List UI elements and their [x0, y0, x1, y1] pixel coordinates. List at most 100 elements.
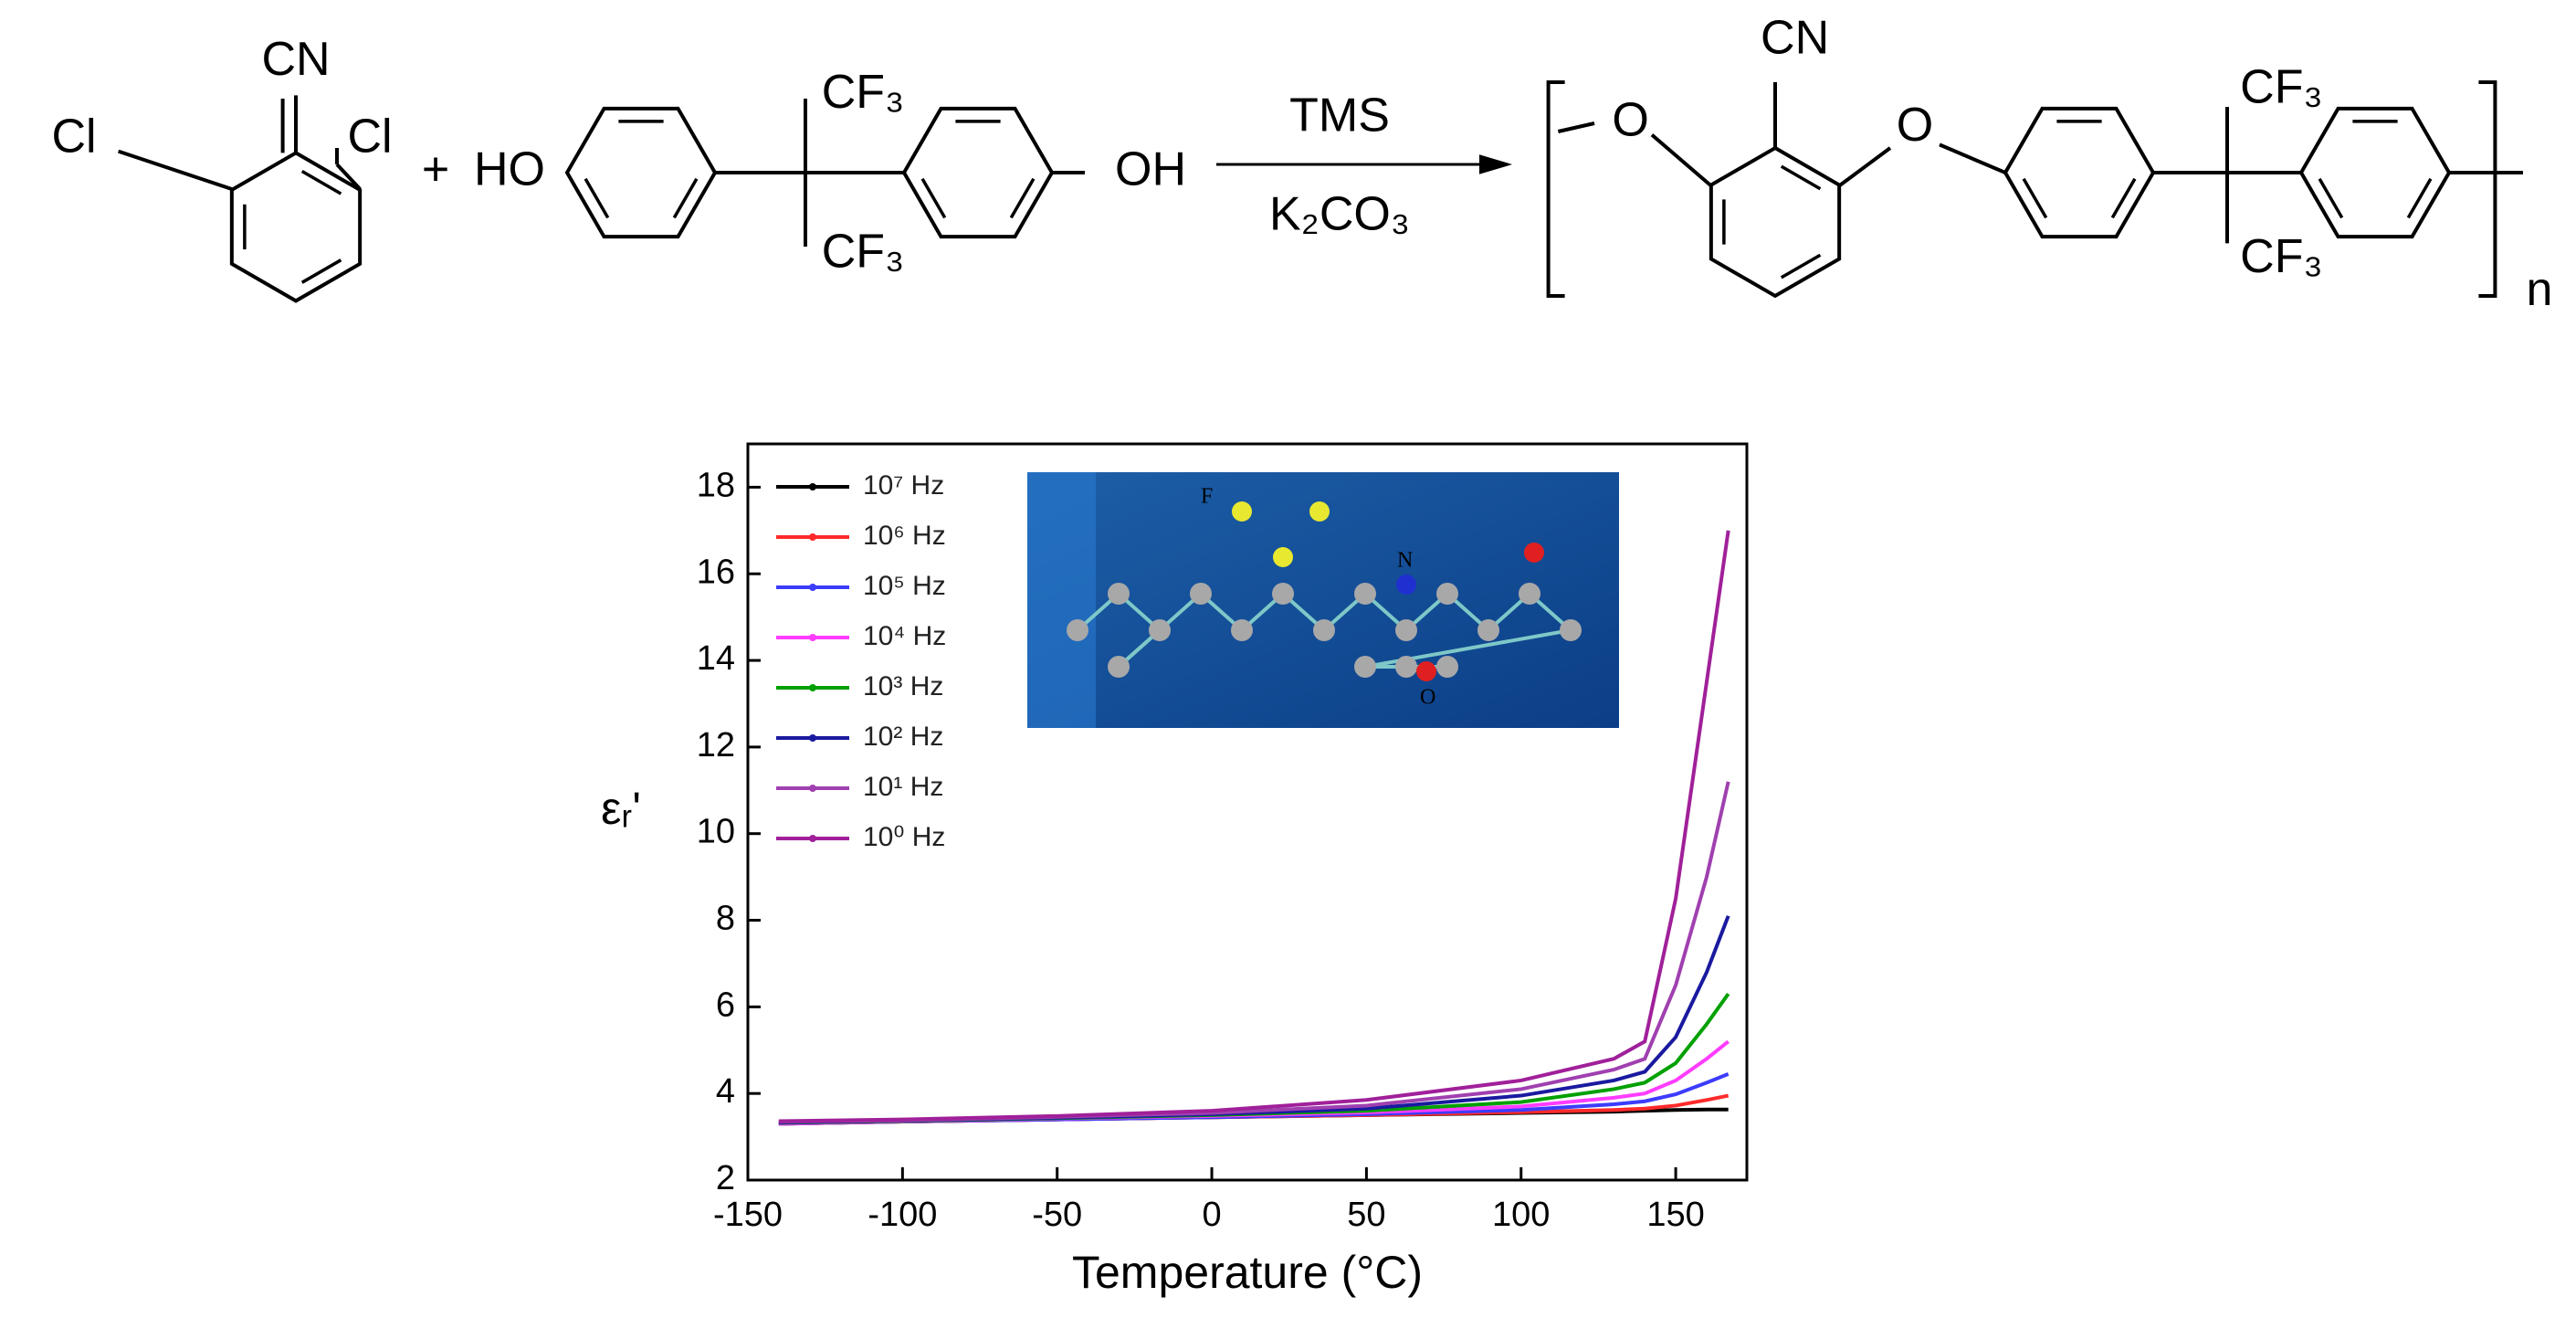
legend-marker [809, 684, 816, 691]
x-tick-label: 100 [1492, 1196, 1550, 1234]
scheme-label: O [1897, 99, 1933, 152]
legend-marker [809, 734, 816, 742]
inset-atom [1190, 583, 1212, 605]
inset-atom [1108, 656, 1130, 678]
x-tick-label: 50 [1347, 1196, 1385, 1234]
bond [1650, 133, 1713, 187]
scheme-label: CF₃ [822, 226, 905, 279]
y-tick-label: 16 [697, 553, 735, 591]
bond [2318, 177, 2344, 219]
bond [2110, 177, 2137, 219]
inset-atom [1436, 583, 1458, 605]
bond [2406, 177, 2433, 219]
bond [1838, 146, 1892, 188]
scheme-label: CF₃ [2240, 61, 2323, 114]
benzene-ring [901, 106, 1055, 239]
inset-atom [1309, 501, 1330, 522]
inset-edge [1027, 472, 1096, 728]
inset-label: N [1397, 549, 1413, 573]
inset-atom [1436, 656, 1458, 678]
series-line [778, 530, 1730, 1123]
inset-atom [1416, 661, 1436, 681]
bond [1780, 253, 1822, 279]
bond [335, 163, 362, 191]
bond [300, 258, 342, 284]
inset-atom [1395, 656, 1417, 678]
scheme-label: CF₃ [822, 66, 905, 119]
scheme-label: CN [1761, 12, 1829, 65]
x-tick-label: -150 [713, 1196, 783, 1234]
inset-atom [1560, 619, 1582, 641]
x-tick-label: 0 [1202, 1196, 1221, 1234]
legend-label: 10⁵ Hz [863, 571, 946, 601]
bond [1939, 142, 2006, 174]
inset-atom [1272, 583, 1294, 605]
x-tick-label: 150 [1646, 1196, 1704, 1234]
legend-label: 10⁰ Hz [863, 822, 945, 852]
inset-atom [1313, 619, 1335, 641]
scheme-label: CN [261, 33, 330, 86]
inset-atom [1354, 583, 1376, 605]
inset-atom [1273, 547, 1293, 567]
x-tick-label: -50 [1032, 1196, 1082, 1234]
arrow-head [1479, 154, 1512, 174]
plot-frame [746, 442, 1749, 1182]
y-tick-label: 6 [716, 986, 735, 1024]
legend-marker [809, 835, 816, 842]
scheme-label: TMS [1289, 89, 1390, 142]
bracket [1546, 80, 1565, 298]
inset-label: F [1201, 485, 1213, 509]
inset-atom [1149, 619, 1171, 641]
inset-label: O [1420, 686, 1435, 710]
scheme-label: CF₃ [2240, 230, 2323, 283]
scheme-label: Cl [347, 111, 392, 163]
scheme-label: O [1612, 94, 1648, 147]
legend-marker [809, 483, 816, 490]
legend-marker [809, 785, 816, 792]
inset-atom [1231, 619, 1253, 641]
y-tick-label: 14 [697, 639, 735, 678]
bond [300, 169, 342, 195]
inset-atom [1354, 656, 1376, 678]
bond [584, 177, 610, 219]
scheme-label: + [422, 143, 449, 196]
legend-marker [809, 584, 816, 591]
bond [1009, 177, 1036, 219]
inset-atom [1524, 543, 1544, 563]
legend-label: 10² Hz [863, 722, 943, 752]
bracket [2478, 80, 2497, 298]
x-axis-title: Temperature (°C) [1072, 1247, 1423, 1298]
y-tick-label: 12 [697, 726, 735, 764]
y-axis-title: εᵣ' [601, 783, 641, 834]
legend-marker [809, 634, 816, 641]
bond [1780, 164, 1822, 191]
inset-atom [1067, 619, 1088, 641]
inset-atom [1477, 619, 1499, 641]
benzene-ring [2003, 106, 2156, 239]
scheme-label: Cl [51, 111, 96, 163]
series-line [778, 992, 1730, 1125]
inset-atom [1108, 583, 1130, 605]
benzene-ring [229, 151, 363, 303]
x-tick-label: -100 [867, 1196, 937, 1234]
y-tick-label: 8 [716, 900, 735, 938]
bond [920, 177, 947, 219]
y-tick-label: 2 [716, 1159, 735, 1197]
inset-atom [1519, 583, 1540, 605]
legend-marker [809, 533, 816, 541]
inset-atom [1395, 619, 1417, 641]
legend-label: 10⁶ Hz [863, 521, 946, 551]
bond [2022, 177, 2048, 219]
scheme-label: OH [1115, 143, 1186, 196]
scheme-label: K₂CO₃ [1269, 187, 1410, 240]
scheme-label: HO [474, 143, 545, 196]
y-tick-label: 10 [697, 813, 735, 851]
legend-label: 10⁴ Hz [863, 621, 946, 651]
legend-label: 10⁷ Hz [863, 470, 944, 501]
y-tick-label: 4 [716, 1072, 735, 1111]
benzene-ring [564, 106, 718, 239]
benzene-ring [2298, 106, 2452, 239]
y-tick-label: 18 [697, 466, 735, 504]
legend-label: 10³ Hz [863, 671, 943, 701]
